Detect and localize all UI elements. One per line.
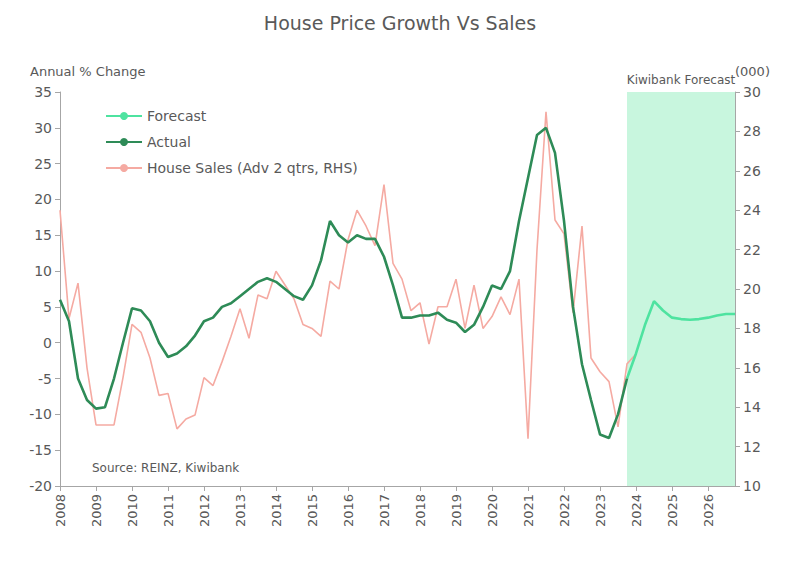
svg-text:10: 10 xyxy=(743,478,761,494)
svg-text:25: 25 xyxy=(34,156,52,172)
svg-text:2020: 2020 xyxy=(485,494,500,527)
svg-text:2022: 2022 xyxy=(557,494,572,527)
svg-text:0: 0 xyxy=(43,335,52,351)
svg-text:5: 5 xyxy=(43,299,52,315)
svg-text:2019: 2019 xyxy=(449,494,464,527)
svg-text:2024: 2024 xyxy=(629,494,644,527)
svg-text:2008: 2008 xyxy=(53,494,68,527)
svg-text:Forecast: Forecast xyxy=(147,108,207,124)
svg-text:2010: 2010 xyxy=(125,494,140,527)
svg-text:2011: 2011 xyxy=(161,494,176,527)
svg-text:2013: 2013 xyxy=(233,494,248,527)
svg-text:2015: 2015 xyxy=(305,494,320,527)
svg-text:30: 30 xyxy=(743,84,761,100)
svg-text:-5: -5 xyxy=(38,371,52,387)
svg-text:Source: REINZ, Kiwibank: Source: REINZ, Kiwibank xyxy=(92,461,239,475)
svg-text:2009: 2009 xyxy=(89,494,104,527)
svg-text:2012: 2012 xyxy=(197,494,212,527)
svg-text:2023: 2023 xyxy=(593,494,608,527)
svg-text:24: 24 xyxy=(743,202,761,218)
svg-text:20: 20 xyxy=(34,191,52,207)
svg-text:28: 28 xyxy=(743,123,761,139)
svg-text:Actual: Actual xyxy=(147,134,191,150)
svg-text:Kiwibank Forecast: Kiwibank Forecast xyxy=(627,73,736,87)
svg-text:15: 15 xyxy=(34,227,52,243)
svg-text:2016: 2016 xyxy=(341,494,356,527)
svg-text:26: 26 xyxy=(743,163,761,179)
svg-text:Annual % Change: Annual % Change xyxy=(30,64,146,79)
svg-text:House Price Growth Vs Sales: House Price Growth Vs Sales xyxy=(264,12,536,34)
svg-text:14: 14 xyxy=(743,399,761,415)
svg-text:12: 12 xyxy=(743,439,761,455)
svg-text:22: 22 xyxy=(743,242,761,258)
svg-text:2017: 2017 xyxy=(377,494,392,527)
svg-text:2026: 2026 xyxy=(701,494,716,527)
svg-text:10: 10 xyxy=(34,263,52,279)
svg-text:-10: -10 xyxy=(29,406,52,422)
svg-text:35: 35 xyxy=(34,84,52,100)
svg-text:2018: 2018 xyxy=(413,494,428,527)
svg-text:2014: 2014 xyxy=(269,494,284,527)
svg-text:2021: 2021 xyxy=(521,494,536,527)
svg-text:16: 16 xyxy=(743,360,761,376)
svg-text:-15: -15 xyxy=(29,442,52,458)
svg-text:2025: 2025 xyxy=(665,494,680,527)
svg-text:30: 30 xyxy=(34,120,52,136)
svg-text:-20: -20 xyxy=(29,478,52,494)
svg-text:20: 20 xyxy=(743,281,761,297)
svg-text:18: 18 xyxy=(743,320,761,336)
svg-text:(000): (000) xyxy=(735,64,770,79)
svg-text:House Sales (Adv 2 qtrs, RHS): House Sales (Adv 2 qtrs, RHS) xyxy=(147,160,358,176)
